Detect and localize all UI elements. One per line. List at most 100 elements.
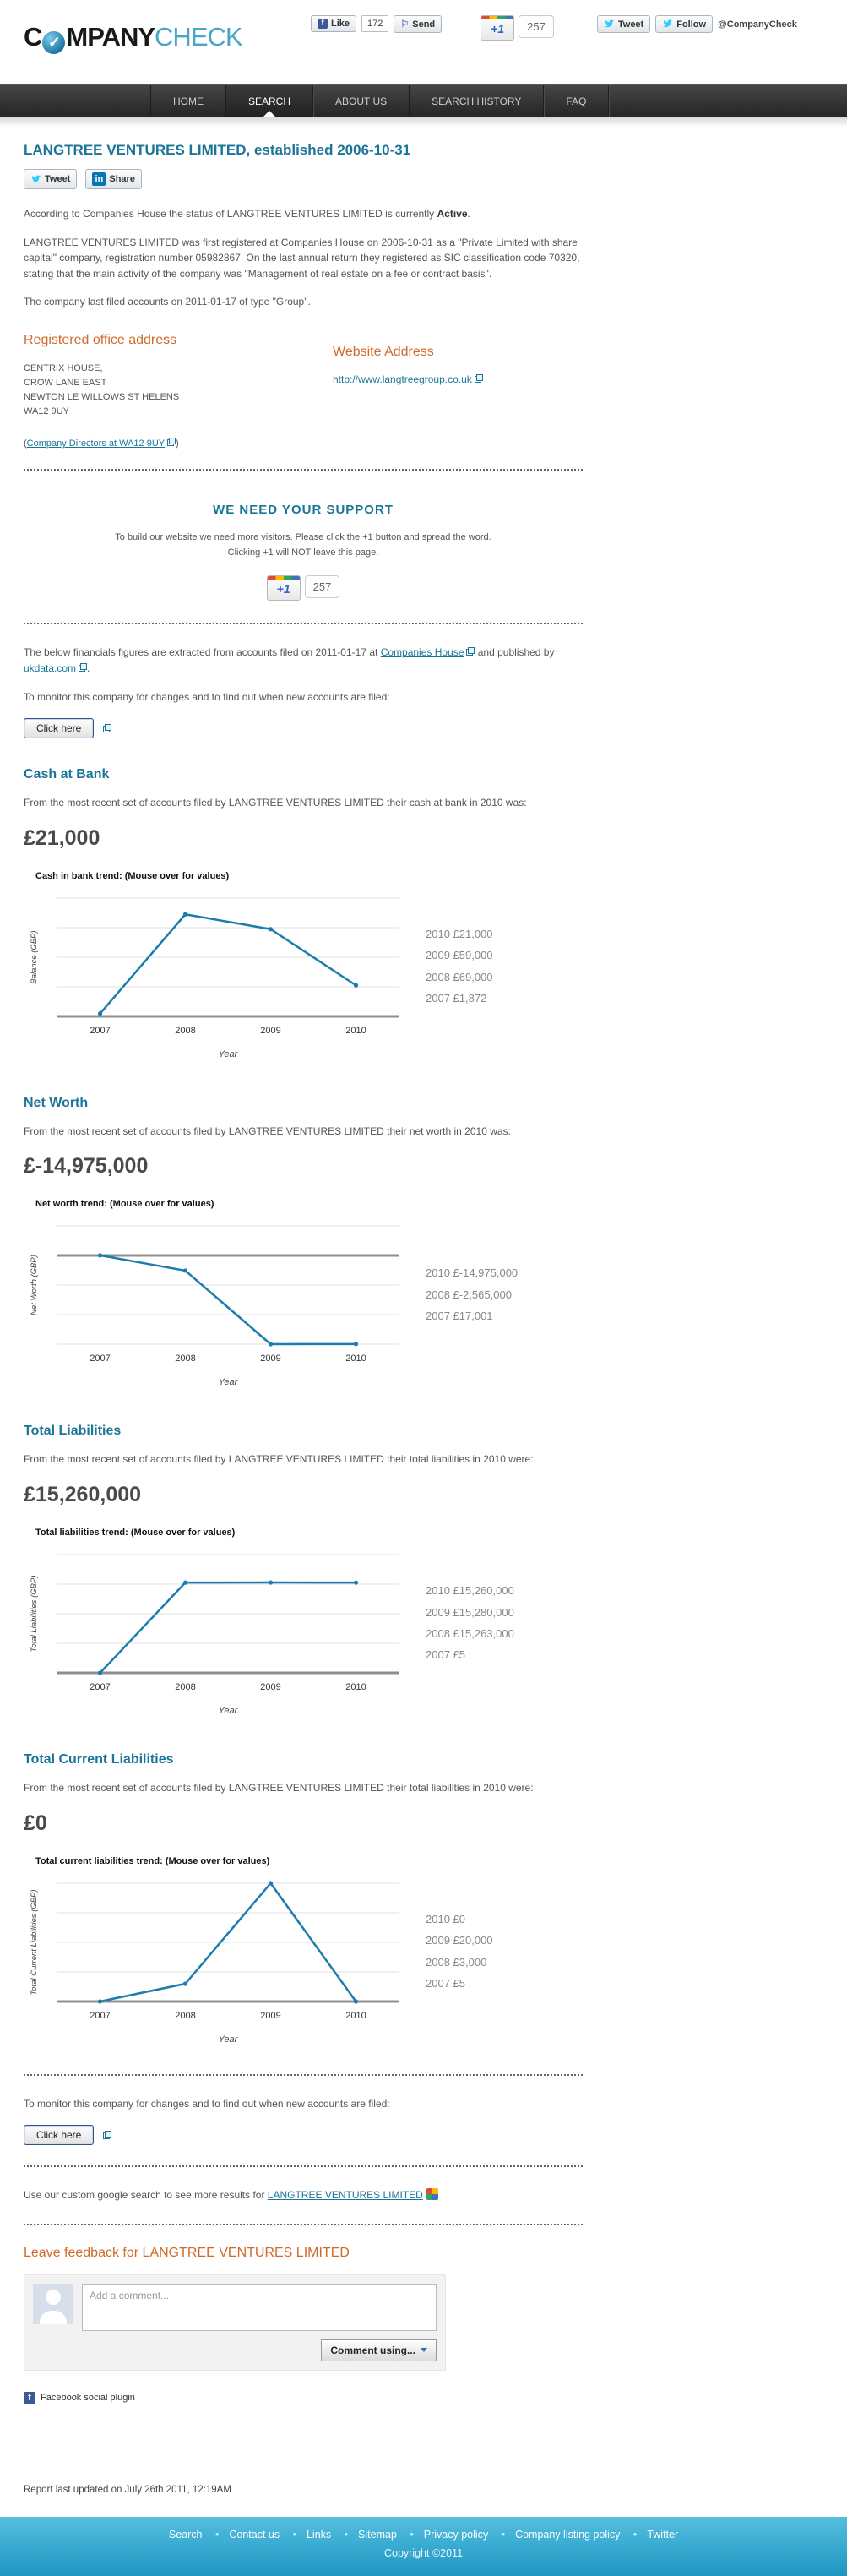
- facebook-icon: f: [24, 2391, 35, 2404]
- registered-office-address: CENTRIX HOUSE, CROW LANE EAST NEWTON LE …: [24, 362, 333, 419]
- nav-item-search[interactable]: SEARCH: [226, 85, 314, 117]
- main-navigation: HOME SEARCH ABOUT US SEARCH HISTORY FAQ: [0, 84, 847, 117]
- svg-text:2007: 2007: [90, 1353, 110, 1364]
- plusone-label: +1: [491, 22, 505, 35]
- plusone-label: +1: [276, 582, 290, 596]
- plusone-button[interactable]: +1: [266, 575, 301, 602]
- chart-title: Total liabilities trend: (Mouse over for…: [35, 1527, 236, 1538]
- company-directors-line: (Company Directors at WA12 9UY): [24, 438, 333, 449]
- nav-item-home[interactable]: HOME: [150, 85, 226, 117]
- plusone-button[interactable]: +1: [481, 15, 515, 41]
- follow-label: Follow: [676, 19, 707, 30]
- dotted-separator: [24, 469, 583, 471]
- total-liabilities-heading: Total Liabilities: [24, 1424, 122, 1439]
- chart-value-list: 2010 £0 2009 £20,000 2008 £3,000 2007 £5: [426, 1909, 493, 2019]
- share-label: Share: [109, 174, 135, 184]
- total-liabilities-chart-block: Total liabilities trend: (Mouse over for…: [24, 1528, 583, 1724]
- svg-text:2010: 2010: [345, 1026, 366, 1036]
- dotted-separator: [24, 2073, 583, 2076]
- chart-value-list: 2010 £-14,975,000 2008 £-2,565,000 2007 £1…: [426, 1262, 518, 1352]
- svg-text:Net Worth (GBP): Net Worth (GBP): [30, 1255, 39, 1315]
- dotted-separator: [24, 623, 583, 625]
- svg-text:Year: Year: [219, 1377, 239, 1387]
- external-link-icon: [103, 2131, 112, 2140]
- share-buttons-row: Tweet in Share: [24, 169, 583, 189]
- click-here-button[interactable]: Click here: [24, 718, 95, 739]
- chart-value: 2008 £69,000: [426, 970, 493, 983]
- external-link-icon: [79, 662, 88, 672]
- website-column: Website Address http://www.langtreegroup…: [333, 323, 483, 449]
- plusone-count: 257: [304, 575, 340, 599]
- follow-button[interactable]: Follow: [655, 15, 714, 33]
- nav-item-about-us[interactable]: ABOUT US: [313, 85, 410, 117]
- linkedin-share-button[interactable]: in Share: [85, 169, 142, 189]
- footer-link-links[interactable]: Links: [306, 2528, 332, 2541]
- nav-shadow: [0, 117, 847, 127]
- website-link[interactable]: http://www.langtreegroup.co.uk: [333, 373, 472, 385]
- financials-note-text: and published by: [475, 646, 555, 659]
- chart-value-list: 2010 £15,260,000 2009 £15,280,000 2008 £15…: [426, 1580, 514, 1691]
- svg-text:2008: 2008: [175, 1353, 195, 1364]
- total-current-liabilities-intro: From the most recent set of accounts fil…: [24, 1781, 534, 1794]
- support-line-1: To build our website we need more visito…: [115, 532, 491, 543]
- monitor-text: To monitor this company for changes and …: [24, 690, 390, 703]
- total-current-liabilities-value: £0: [24, 1811, 47, 1835]
- companies-house-link[interactable]: Companies House: [380, 646, 464, 659]
- tweet-label: Tweet: [45, 174, 71, 184]
- nav-item-faq[interactable]: FAQ: [544, 85, 610, 117]
- address-line: CENTRIX HOUSE,: [24, 362, 103, 373]
- footer-link-privacy-policy[interactable]: Privacy policy: [423, 2528, 489, 2541]
- footer-link-company-listing-policy[interactable]: Company listing policy: [515, 2528, 621, 2541]
- website-address-heading: Website Address: [333, 344, 434, 359]
- svg-text:Year: Year: [219, 1049, 239, 1059]
- facebook-send-button[interactable]: ⚐ Send: [394, 15, 443, 33]
- svg-text:2009: 2009: [260, 1353, 280, 1364]
- logo-text-accent: CHECK: [155, 22, 243, 52]
- chart-value: 2010 £-14,975,000: [426, 1266, 519, 1280]
- svg-text:Year: Year: [219, 2034, 239, 2045]
- address-line: NEWTON LE WILLOWS ST HELENS: [24, 392, 180, 403]
- footer-link-search[interactable]: Search: [168, 2528, 203, 2541]
- status-text: According to Companies House the status …: [24, 208, 437, 220]
- chart-value: 2010 £15,260,000: [426, 1584, 514, 1598]
- comment-input[interactable]: [82, 2283, 437, 2331]
- chart-value: 2007 £1,872: [426, 992, 487, 1005]
- total-current-liabilities-heading: Total Current Liabilities: [24, 1751, 174, 1767]
- total-current-liabilities-trend-chart[interactable]: 2007 2008 2009 2010 Year Total Current Liabil…: [24, 1876, 405, 2052]
- click-here-button[interactable]: Click here: [24, 2125, 95, 2146]
- nav-item-search-history[interactable]: SEARCH HISTORY: [410, 85, 545, 117]
- footer-link-contact-us[interactable]: Contact us: [229, 2528, 280, 2541]
- twitter-bird-icon: [30, 175, 41, 182]
- support-line-2: Clicking +1 will NOT leave this page.: [227, 547, 379, 558]
- accounts-paragraph: The company last filed accounts on 2011-…: [24, 296, 311, 308]
- svg-text:2010: 2010: [345, 2011, 366, 2021]
- google-search-link[interactable]: LANGTREE VENTURES LIMITED: [267, 2189, 423, 2202]
- site-header: C ✓ MPANYCHECK f Like 172 ⚐ Send +1 257 Tw…: [0, 0, 847, 84]
- comment-using-button[interactable]: Comment using...: [321, 2339, 437, 2361]
- twitter-handle[interactable]: @CompanyCheck: [718, 19, 797, 30]
- facebook-like-button[interactable]: f Like: [311, 15, 357, 32]
- plusone-stripe: [267, 576, 300, 580]
- check-circle-icon: ✓: [42, 31, 66, 54]
- total-liabilities-intro: From the most recent set of accounts fil…: [24, 1453, 534, 1466]
- tweet-button[interactable]: Tweet: [596, 15, 651, 33]
- net-worth-trend-chart[interactable]: 2007 2008 2009 2010 Year Net Worth (GBP): [24, 1219, 405, 1395]
- svg-text:2008: 2008: [175, 2011, 195, 2021]
- svg-text:2007: 2007: [90, 1026, 110, 1036]
- facebook-plugin-label[interactable]: Facebook social plugin: [41, 2392, 135, 2403]
- ukdata-link[interactable]: ukdata.com: [24, 662, 77, 674]
- chart-value: 2008 £15,263,000: [426, 1626, 514, 1640]
- svg-text:2009: 2009: [260, 2011, 280, 2021]
- net-worth-heading: Net Worth: [24, 1095, 89, 1110]
- total-liabilities-trend-chart[interactable]: 2007 2008 2009 2010 Year Total Liabilities (G…: [24, 1548, 405, 1724]
- financials-note-period: .: [87, 662, 90, 674]
- footer-link-sitemap[interactable]: Sitemap: [358, 2528, 397, 2541]
- net-worth-intro: From the most recent set of accounts fil…: [24, 1125, 511, 1137]
- tweet-share-button[interactable]: Tweet: [24, 169, 78, 189]
- company-directors-link[interactable]: Company Directors at WA12 9UY: [26, 438, 166, 449]
- chart-value: 2010 £0: [426, 1912, 465, 1925]
- report-updated-line: Report last updated on July 26th 2011, 1…: [24, 2484, 231, 2495]
- footer-link-twitter[interactable]: Twitter: [647, 2528, 679, 2541]
- cash-trend-chart[interactable]: 2007 2008 2009 2010 Year Balance (GBP): [24, 891, 405, 1067]
- companycheck-logo[interactable]: C ✓ MPANYCHECK: [24, 22, 243, 54]
